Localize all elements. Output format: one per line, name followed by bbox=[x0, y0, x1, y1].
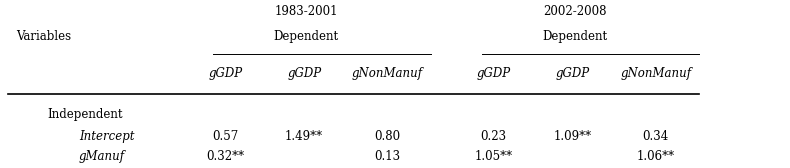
Text: gNonManuf: gNonManuf bbox=[352, 67, 423, 80]
Text: 0.34: 0.34 bbox=[642, 130, 669, 143]
Text: Independent: Independent bbox=[47, 108, 123, 121]
Text: 1.09**: 1.09** bbox=[554, 130, 592, 143]
Text: 1.05**: 1.05** bbox=[475, 150, 513, 163]
Text: Dependent: Dependent bbox=[273, 30, 339, 44]
Text: gGDP: gGDP bbox=[476, 67, 511, 80]
Text: 0.32**: 0.32** bbox=[206, 150, 244, 163]
Text: gNonManuf: gNonManuf bbox=[620, 67, 691, 80]
Text: Intercept: Intercept bbox=[79, 130, 134, 143]
Text: gGDP: gGDP bbox=[555, 67, 590, 80]
Text: 2002-2008: 2002-2008 bbox=[543, 5, 607, 18]
Text: gGDP: gGDP bbox=[287, 67, 322, 80]
Text: 1.49**: 1.49** bbox=[285, 130, 323, 143]
Text: Variables: Variables bbox=[16, 30, 71, 44]
Text: 1983-2001: 1983-2001 bbox=[274, 5, 338, 18]
Text: 0.80: 0.80 bbox=[374, 130, 401, 143]
Text: 0.23: 0.23 bbox=[480, 130, 507, 143]
Text: gManuf: gManuf bbox=[79, 150, 125, 163]
Text: 0.57: 0.57 bbox=[212, 130, 239, 143]
Text: 0.13: 0.13 bbox=[374, 150, 401, 163]
Text: gGDP: gGDP bbox=[208, 67, 243, 80]
Text: 1.06**: 1.06** bbox=[637, 150, 675, 163]
Text: Dependent: Dependent bbox=[542, 30, 608, 44]
